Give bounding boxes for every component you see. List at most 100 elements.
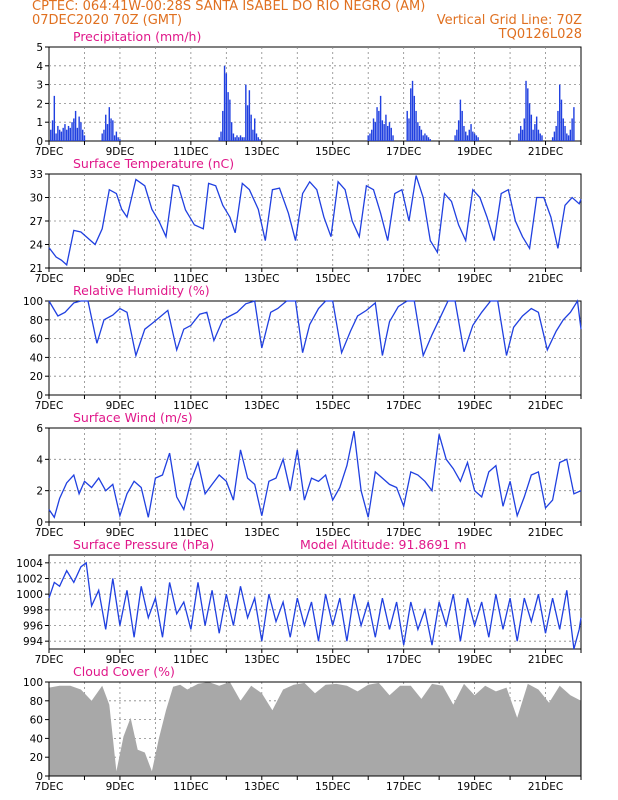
precip-bar (379, 95, 382, 141)
pressure-xtick-label: 19DEC (457, 654, 492, 666)
precip-bar (555, 125, 557, 141)
precip-bar (571, 118, 573, 141)
precip-bar (80, 122, 82, 141)
run-date: 07DEC2020 70Z (GMT) (32, 13, 183, 28)
precip-bar (475, 135, 478, 141)
precip-xtick-label: 9DEC (106, 146, 135, 158)
model-id: TQ0126L028 (498, 27, 582, 42)
precip-bar (113, 135, 116, 141)
cloud-ytick-label: 60 (30, 715, 43, 727)
cloud-panel: Cloud Cover (%) 0 20 40 60 80 100 7DEC 9DEC 11DEC… (23, 664, 582, 793)
precip-bar (115, 131, 118, 141)
temp-ytick-label: 24 (30, 240, 44, 252)
precip-bar (50, 129, 52, 141)
precip-bar (57, 125, 59, 141)
precip-bar (427, 137, 430, 141)
cloud-ytick-label: 40 (30, 733, 43, 745)
precip-bar (519, 125, 522, 141)
temp-xtick-label: 21DEC (528, 273, 563, 285)
precip-bar (253, 118, 256, 141)
precip-title: Precipitation (mm/h) (73, 29, 201, 44)
cloud-xtick-label: 15DEC (315, 781, 350, 793)
precip-bar (117, 137, 119, 141)
cloud-xtick-label: 9DEC (106, 781, 135, 793)
precip-bar (369, 133, 371, 141)
precip-bar (422, 135, 424, 141)
precip-bar (564, 125, 566, 141)
precip-bar (557, 110, 559, 141)
wind-frame (48, 427, 582, 523)
precip-bar (525, 80, 527, 141)
wind-series-line (48, 430, 582, 519)
wind-xtick-label: 7DEC (35, 527, 64, 539)
temp-panel: Surface Temperature (nC) 21 24 27 30 33 7DEC 9D… (30, 156, 582, 285)
precip-bar (252, 129, 254, 141)
rh-ytick-label: 0 (36, 390, 43, 402)
precip-bar (426, 135, 428, 141)
precip-bar (64, 124, 66, 141)
precip-bar (470, 124, 472, 141)
precip-bar (527, 88, 529, 141)
precip-ytick-label: 0 (36, 136, 43, 148)
precip-xtick-label: 11DEC (173, 146, 208, 158)
rh-series-line (48, 299, 582, 358)
precip-bar (562, 118, 564, 141)
cloud-xtick-label: 17DEC (386, 781, 421, 793)
pressure-xtick-label: 21DEC (528, 654, 563, 666)
precip-bar (246, 105, 249, 141)
rh-ytick-label: 80 (30, 315, 43, 327)
precip-bar (51, 120, 54, 141)
precip-ytick-label: 1 (36, 117, 43, 129)
cloud-ytick-label: 100 (23, 677, 43, 689)
precip-bar (66, 129, 68, 141)
precip-bar (388, 122, 391, 141)
precip-bar (459, 99, 462, 141)
precip-bar (415, 110, 417, 141)
pressure-xtick-label: 13DEC (244, 654, 279, 666)
precip-bar (71, 122, 73, 141)
precip-bar (218, 137, 220, 141)
precip-bar (537, 129, 540, 141)
temp-ytick-label: 21 (30, 263, 43, 275)
wind-ytick-label: 6 (36, 423, 43, 435)
wind-xtick-label: 19DEC (457, 527, 492, 539)
precip-ytick-label: 4 (36, 61, 43, 73)
precip-bar (567, 135, 570, 141)
rh-xtick-label: 13DEC (244, 400, 279, 412)
precip-bar (255, 133, 258, 141)
precip-bar (528, 103, 531, 141)
cloud-xtick-label: 7DEC (35, 781, 64, 793)
precip-xtick-label: 15DEC (315, 146, 350, 158)
cloud-ytick-label: 0 (36, 771, 43, 783)
precip-bar (232, 133, 235, 141)
pressure-xtick-label: 11DEC (173, 654, 208, 666)
precip-bar (535, 116, 538, 141)
precip-bar (420, 129, 423, 141)
precip-bar (74, 110, 77, 141)
precip-bar (67, 125, 70, 141)
pressure-series-line (48, 561, 582, 650)
precip-bar (569, 129, 572, 141)
temp-title: Surface Temperature (nC) (73, 156, 234, 171)
precip-bar (112, 120, 114, 141)
precip-bar (371, 129, 373, 141)
rh-xtick-label: 9DEC (106, 400, 135, 412)
temp-xtick-label: 7DEC (35, 273, 64, 285)
rh-ytick-label: 60 (30, 334, 43, 346)
precip-bar (243, 137, 245, 141)
precip-bar (378, 110, 380, 141)
cloud-frame-top (48, 681, 582, 777)
precip-bar (62, 127, 64, 141)
precip-bar (367, 135, 369, 141)
pressure-ytick-label: 996 (23, 621, 43, 633)
wind-xtick-label: 15DEC (315, 527, 350, 539)
precip-bar (551, 137, 554, 141)
precip-bar (566, 133, 568, 141)
precip-bar (530, 114, 533, 141)
precip-bar (376, 107, 378, 141)
precip-bar (76, 127, 79, 141)
rh-xtick-label: 19DEC (457, 400, 492, 412)
wind-ytick-label: 4 (36, 454, 43, 466)
pressure-ytick-label: 994 (23, 636, 43, 648)
precip-bar (230, 122, 233, 141)
